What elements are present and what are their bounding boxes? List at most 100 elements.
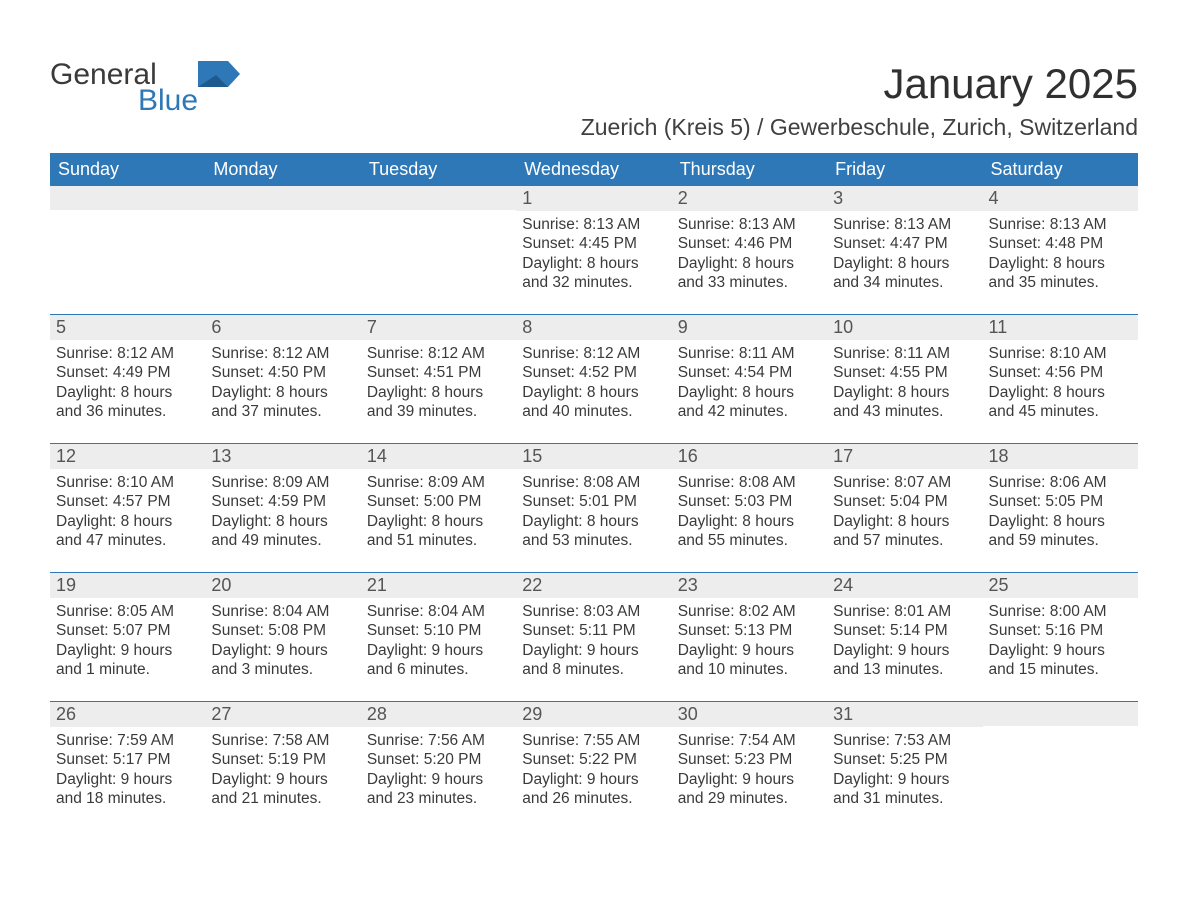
calendar-day-cell: 13Sunrise: 8:09 AMSunset: 4:59 PMDayligh…: [205, 444, 360, 573]
sunset-text: Sunset: 5:00 PM: [367, 492, 510, 511]
daylight-text: Daylight: 8 hours and 45 minutes.: [989, 383, 1132, 422]
calendar-day-cell: 20Sunrise: 8:04 AMSunset: 5:08 PMDayligh…: [205, 573, 360, 702]
sunrise-text: Sunrise: 8:10 AM: [989, 344, 1132, 363]
day-details: Sunrise: 8:07 AMSunset: 5:04 PMDaylight:…: [827, 469, 982, 557]
daylight-text: Daylight: 9 hours and 26 minutes.: [522, 770, 665, 809]
day-details: Sunrise: 7:55 AMSunset: 5:22 PMDaylight:…: [516, 727, 671, 815]
daylight-text: Daylight: 8 hours and 36 minutes.: [56, 383, 199, 422]
sunrise-text: Sunrise: 7:58 AM: [211, 731, 354, 750]
sunrise-text: Sunrise: 7:56 AM: [367, 731, 510, 750]
calendar-body: 1Sunrise: 8:13 AMSunset: 4:45 PMDaylight…: [50, 186, 1138, 830]
sunset-text: Sunset: 4:46 PM: [678, 234, 821, 253]
sunrise-text: Sunrise: 8:13 AM: [522, 215, 665, 234]
calendar-day-cell: 28Sunrise: 7:56 AMSunset: 5:20 PMDayligh…: [361, 702, 516, 831]
calendar-day-cell: 9Sunrise: 8:11 AMSunset: 4:54 PMDaylight…: [672, 315, 827, 444]
calendar-day-cell: 6Sunrise: 8:12 AMSunset: 4:50 PMDaylight…: [205, 315, 360, 444]
day-number: 18: [983, 444, 1138, 469]
daylight-text: Daylight: 9 hours and 18 minutes.: [56, 770, 199, 809]
sunrise-text: Sunrise: 8:12 AM: [211, 344, 354, 363]
day-number: 2: [672, 186, 827, 211]
daylight-text: Daylight: 9 hours and 21 minutes.: [211, 770, 354, 809]
day-details: Sunrise: 8:08 AMSunset: 5:03 PMDaylight:…: [672, 469, 827, 557]
weekday-header: Tuesday: [361, 153, 516, 186]
calendar-day-cell: 3Sunrise: 8:13 AMSunset: 4:47 PMDaylight…: [827, 186, 982, 315]
sunrise-text: Sunrise: 8:11 AM: [678, 344, 821, 363]
calendar-day-cell: 14Sunrise: 8:09 AMSunset: 5:00 PMDayligh…: [361, 444, 516, 573]
day-details: Sunrise: 8:13 AMSunset: 4:45 PMDaylight:…: [516, 211, 671, 299]
day-details: Sunrise: 8:12 AMSunset: 4:50 PMDaylight:…: [205, 340, 360, 428]
sunset-text: Sunset: 5:01 PM: [522, 492, 665, 511]
day-number: 3: [827, 186, 982, 211]
sunset-text: Sunset: 5:07 PM: [56, 621, 199, 640]
sunrise-text: Sunrise: 8:13 AM: [989, 215, 1132, 234]
daylight-text: Daylight: 9 hours and 8 minutes.: [522, 641, 665, 680]
location-subtitle: Zuerich (Kreis 5) / Gewerbeschule, Zuric…: [581, 114, 1138, 141]
calendar-week-row: 1Sunrise: 8:13 AMSunset: 4:45 PMDaylight…: [50, 186, 1138, 315]
calendar-day-cell: 8Sunrise: 8:12 AMSunset: 4:52 PMDaylight…: [516, 315, 671, 444]
day-number: 6: [205, 315, 360, 340]
sunset-text: Sunset: 4:57 PM: [56, 492, 199, 511]
calendar-day-cell: [50, 186, 205, 315]
day-details: Sunrise: 8:09 AMSunset: 4:59 PMDaylight:…: [205, 469, 360, 557]
sunset-text: Sunset: 5:05 PM: [989, 492, 1132, 511]
sunset-text: Sunset: 5:10 PM: [367, 621, 510, 640]
day-details: Sunrise: 8:06 AMSunset: 5:05 PMDaylight:…: [983, 469, 1138, 557]
logo-text: General Blue: [50, 60, 198, 116]
daylight-text: Daylight: 8 hours and 53 minutes.: [522, 512, 665, 551]
sunrise-text: Sunrise: 7:54 AM: [678, 731, 821, 750]
calendar-day-cell: 2Sunrise: 8:13 AMSunset: 4:46 PMDaylight…: [672, 186, 827, 315]
day-details: Sunrise: 8:00 AMSunset: 5:16 PMDaylight:…: [983, 598, 1138, 686]
day-number: 10: [827, 315, 982, 340]
day-details: Sunrise: 8:04 AMSunset: 5:10 PMDaylight:…: [361, 598, 516, 686]
calendar-day-cell: 21Sunrise: 8:04 AMSunset: 5:10 PMDayligh…: [361, 573, 516, 702]
day-details: Sunrise: 8:12 AMSunset: 4:52 PMDaylight:…: [516, 340, 671, 428]
day-details: Sunrise: 7:59 AMSunset: 5:17 PMDaylight:…: [50, 727, 205, 815]
sunrise-text: Sunrise: 8:12 AM: [522, 344, 665, 363]
calendar-day-cell: 1Sunrise: 8:13 AMSunset: 4:45 PMDaylight…: [516, 186, 671, 315]
logo-flag-icon: [198, 61, 240, 92]
calendar-week-row: 12Sunrise: 8:10 AMSunset: 4:57 PMDayligh…: [50, 444, 1138, 573]
daylight-text: Daylight: 8 hours and 40 minutes.: [522, 383, 665, 422]
sunrise-text: Sunrise: 8:12 AM: [56, 344, 199, 363]
daylight-text: Daylight: 9 hours and 6 minutes.: [367, 641, 510, 680]
daylight-text: Daylight: 9 hours and 15 minutes.: [989, 641, 1132, 680]
calendar-page: General Blue January 2025 Zuerich (Kreis…: [0, 0, 1188, 918]
day-details: Sunrise: 8:12 AMSunset: 4:49 PMDaylight:…: [50, 340, 205, 428]
day-number: 19: [50, 573, 205, 598]
sunset-text: Sunset: 4:48 PM: [989, 234, 1132, 253]
calendar-table: Sunday Monday Tuesday Wednesday Thursday…: [50, 153, 1138, 830]
sunset-text: Sunset: 4:45 PM: [522, 234, 665, 253]
day-number: 1: [516, 186, 671, 211]
day-details: Sunrise: 7:53 AMSunset: 5:25 PMDaylight:…: [827, 727, 982, 815]
day-details: Sunrise: 8:13 AMSunset: 4:48 PMDaylight:…: [983, 211, 1138, 299]
daylight-text: Daylight: 9 hours and 1 minute.: [56, 641, 199, 680]
sunset-text: Sunset: 4:59 PM: [211, 492, 354, 511]
calendar-day-cell: 29Sunrise: 7:55 AMSunset: 5:22 PMDayligh…: [516, 702, 671, 831]
day-details: Sunrise: 8:09 AMSunset: 5:00 PMDaylight:…: [361, 469, 516, 557]
sunset-text: Sunset: 5:13 PM: [678, 621, 821, 640]
day-details: Sunrise: 8:02 AMSunset: 5:13 PMDaylight:…: [672, 598, 827, 686]
daylight-text: Daylight: 9 hours and 29 minutes.: [678, 770, 821, 809]
calendar-day-cell: 12Sunrise: 8:10 AMSunset: 4:57 PMDayligh…: [50, 444, 205, 573]
day-number: 23: [672, 573, 827, 598]
sunrise-text: Sunrise: 8:08 AM: [678, 473, 821, 492]
calendar-day-cell: 19Sunrise: 8:05 AMSunset: 5:07 PMDayligh…: [50, 573, 205, 702]
day-number: 20: [205, 573, 360, 598]
page-header: General Blue January 2025 Zuerich (Kreis…: [50, 40, 1138, 153]
day-number: 27: [205, 702, 360, 727]
daylight-text: Daylight: 8 hours and 32 minutes.: [522, 254, 665, 293]
daylight-text: Daylight: 8 hours and 43 minutes.: [833, 383, 976, 422]
sunrise-text: Sunrise: 7:53 AM: [833, 731, 976, 750]
daylight-text: Daylight: 8 hours and 37 minutes.: [211, 383, 354, 422]
calendar-day-cell: 17Sunrise: 8:07 AMSunset: 5:04 PMDayligh…: [827, 444, 982, 573]
day-details: Sunrise: 8:11 AMSunset: 4:55 PMDaylight:…: [827, 340, 982, 428]
daylight-text: Daylight: 8 hours and 39 minutes.: [367, 383, 510, 422]
sunrise-text: Sunrise: 8:06 AM: [989, 473, 1132, 492]
sunset-text: Sunset: 5:25 PM: [833, 750, 976, 769]
sunrise-text: Sunrise: 8:09 AM: [367, 473, 510, 492]
sunrise-text: Sunrise: 8:10 AM: [56, 473, 199, 492]
daylight-text: Daylight: 8 hours and 57 minutes.: [833, 512, 976, 551]
sunset-text: Sunset: 5:14 PM: [833, 621, 976, 640]
daylight-text: Daylight: 8 hours and 42 minutes.: [678, 383, 821, 422]
calendar-week-row: 19Sunrise: 8:05 AMSunset: 5:07 PMDayligh…: [50, 573, 1138, 702]
